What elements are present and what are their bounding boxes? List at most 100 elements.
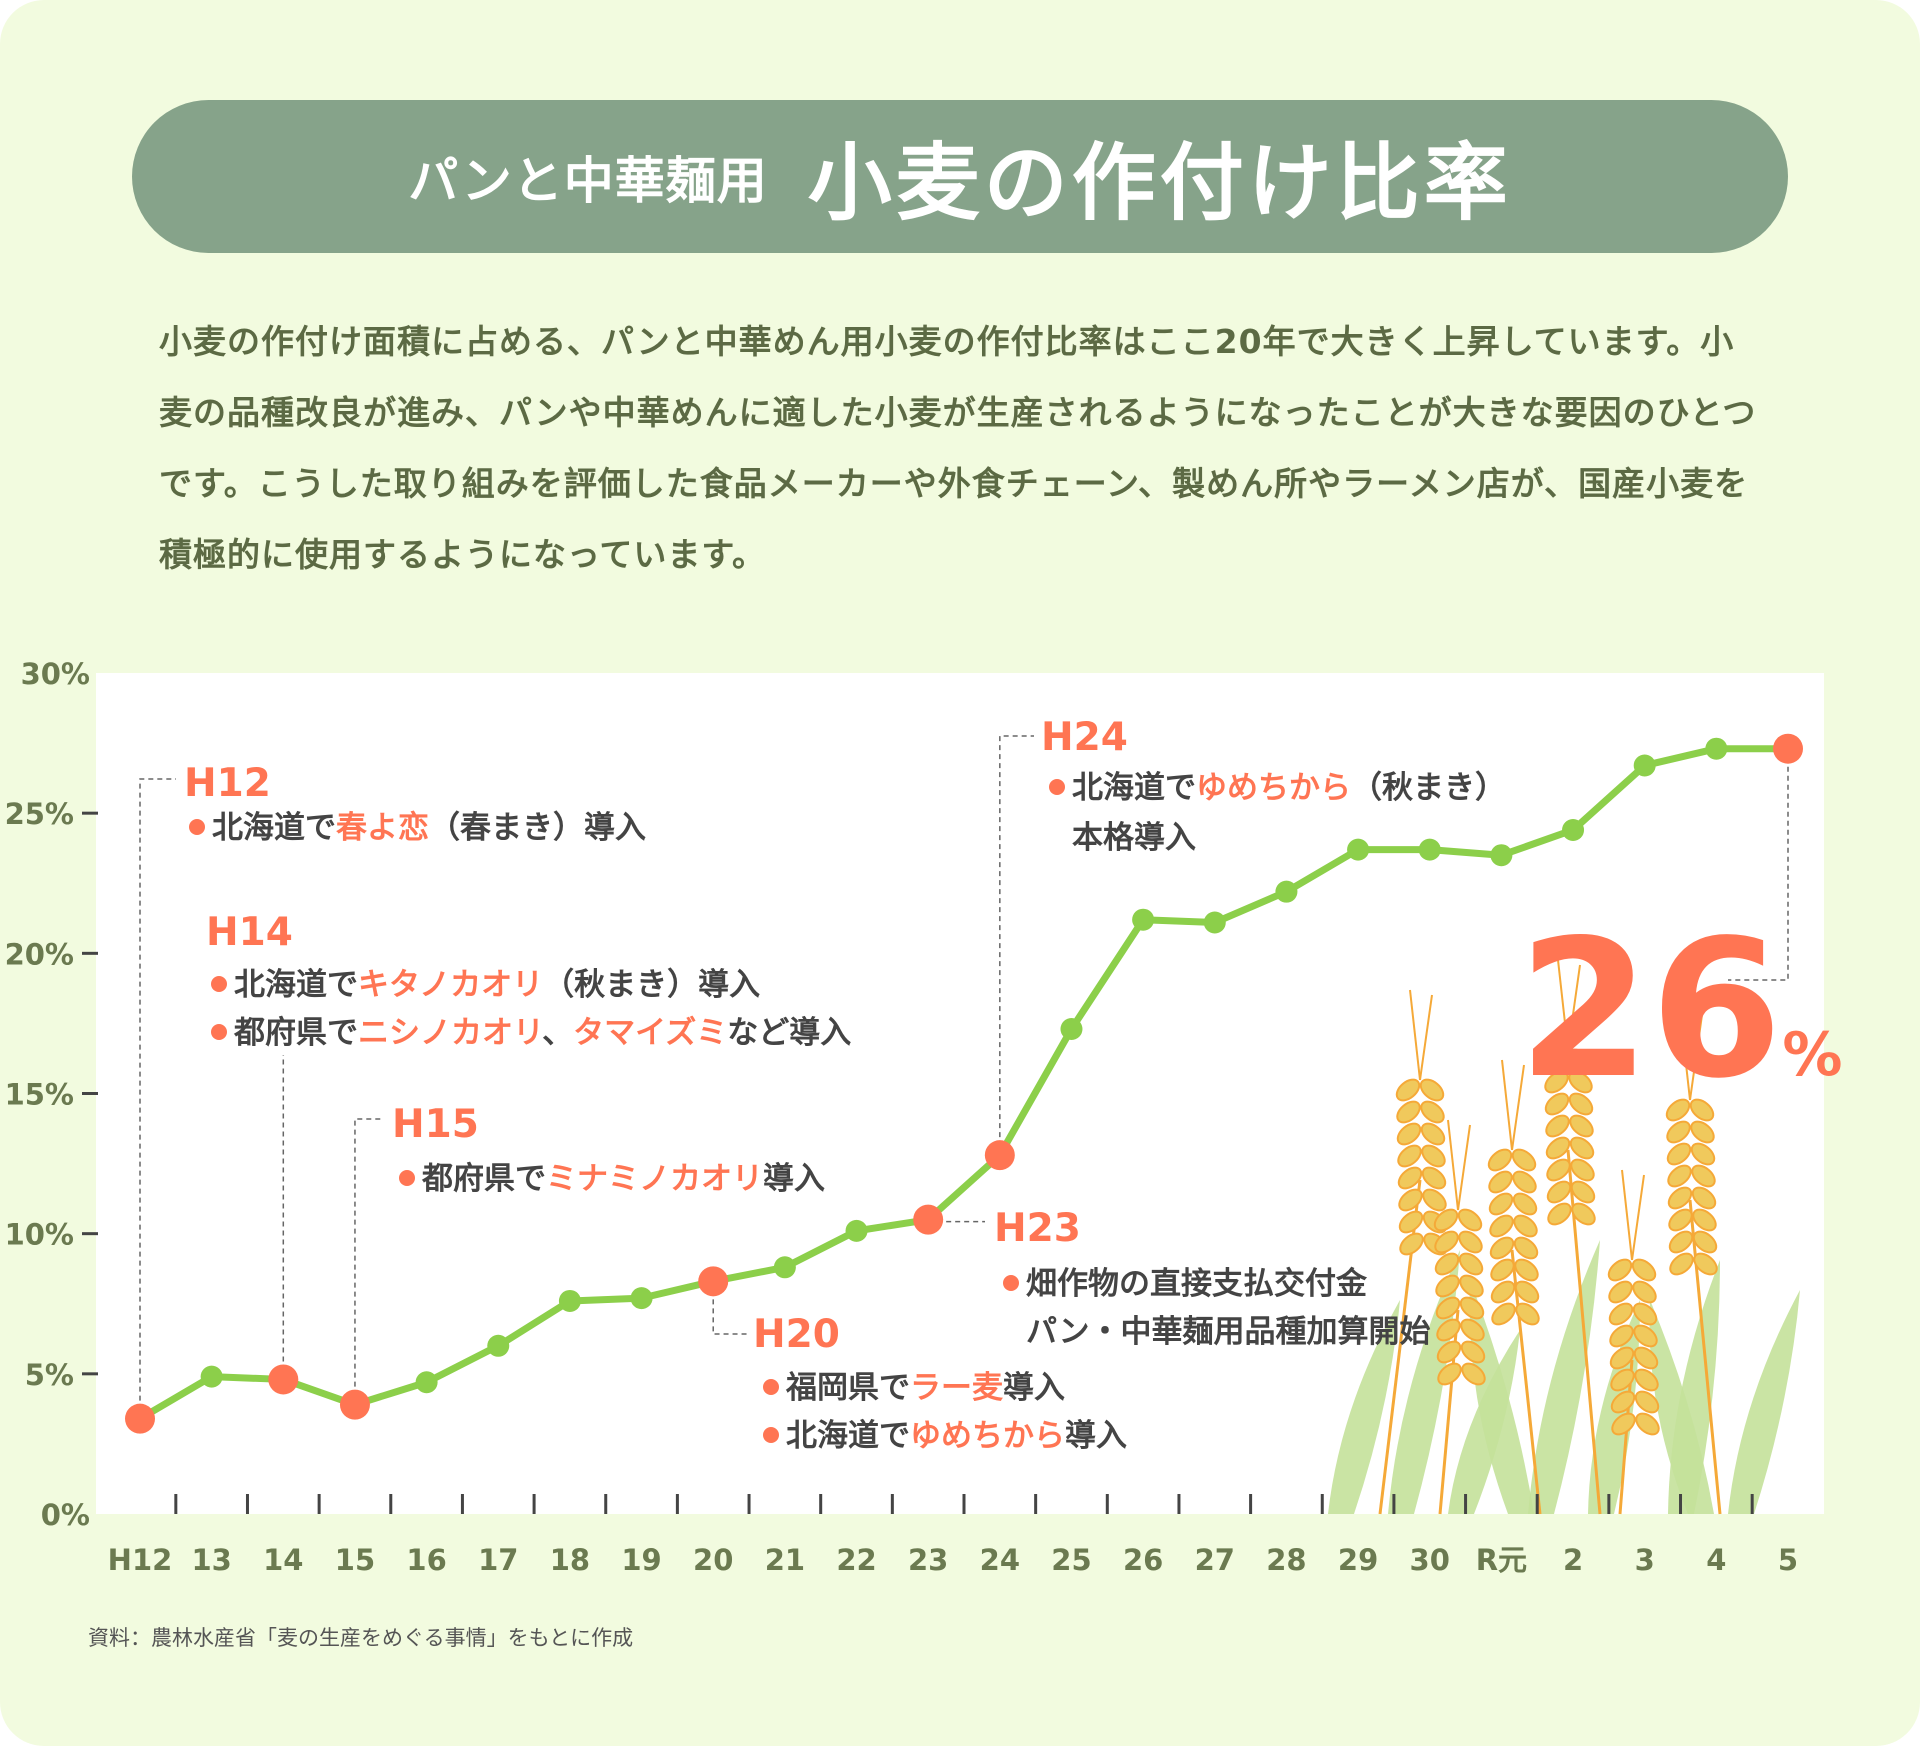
x-tick-label: 26	[1123, 1543, 1163, 1577]
wheat-grain-icon	[1515, 1302, 1540, 1326]
bullet-icon	[211, 976, 227, 992]
wheat-illustration	[1328, 959, 1800, 1515]
highlighted-data-point	[913, 1204, 944, 1235]
bullet-icon	[1003, 1275, 1019, 1291]
data-point	[773, 1256, 796, 1279]
annotation-year-label: H14	[206, 910, 293, 955]
wheat-grain-icon	[1397, 1144, 1422, 1168]
y-tick-label: 0%	[41, 1498, 90, 1532]
wheat-awn-icon	[1457, 1124, 1471, 1211]
wheat-grain-icon	[1398, 1210, 1424, 1234]
wheat-grain-icon	[1491, 1302, 1516, 1326]
wheat-grain-icon	[1634, 1390, 1660, 1414]
highlighted-data-point	[125, 1403, 155, 1434]
wheat-awn-icon	[1501, 1059, 1513, 1151]
data-point	[487, 1334, 510, 1357]
wheat-leaf-icon	[1649, 1300, 1714, 1514]
wheat-grain-icon	[1692, 1208, 1717, 1232]
annotation-text: 北海道でゆめちから（秋まき）	[1072, 770, 1506, 806]
annotation-text-segment: 、	[542, 1015, 573, 1051]
annotation-year-label: H23	[994, 1206, 1081, 1251]
callout-number: 26	[1518, 899, 1782, 1120]
annotation-leader-line	[999, 735, 1034, 1156]
x-tick-label: 22	[836, 1543, 876, 1577]
wheat-grain-icon	[1487, 1148, 1513, 1172]
x-tick-label: 20	[693, 1543, 733, 1577]
wheat-grain-icon	[1399, 1232, 1424, 1256]
x-tick-label: 27	[1195, 1543, 1235, 1577]
highlighted-data-point	[1773, 733, 1803, 764]
wheat-grain-icon	[1420, 1122, 1446, 1146]
annotation-text: 北海道でキタノカオリ（秋まき）導入	[234, 967, 760, 1003]
wheat-grain-icon	[1668, 1208, 1693, 1232]
wheat-grain-icon	[1436, 1318, 1461, 1342]
wheat-grain-icon	[1691, 1164, 1716, 1188]
wheat-grain-icon	[1568, 1070, 1593, 1094]
wheat-grain-icon	[1632, 1280, 1657, 1304]
wheat-grain-icon	[1689, 1098, 1715, 1122]
wheat-grain-icon	[1666, 1120, 1691, 1144]
x-tick-label: 21	[765, 1543, 805, 1577]
highlighted-data-point	[984, 1140, 1015, 1171]
wheat-awn-icon	[1511, 1064, 1525, 1151]
wheat-grain-icon	[1460, 1340, 1486, 1364]
bullet-icon	[189, 819, 205, 835]
series-line	[138, 745, 1788, 1422]
wheat-grain-icon	[1434, 1252, 1460, 1276]
title-subtitle: パンと中華麺用	[408, 151, 768, 210]
wheat-grain-icon	[1667, 1164, 1692, 1188]
x-tick-label: 13	[191, 1543, 231, 1577]
x-tick-label: 4	[1706, 1543, 1726, 1577]
x-tick-label: 24	[980, 1543, 1020, 1577]
data-point	[845, 1219, 868, 1242]
wheat-grain-icon	[1567, 1048, 1593, 1072]
annotation-h15: H15 都府県でミナミノカオリ導入	[354, 1102, 825, 1405]
intro-text: 小麦の作付け面積に占める、パンと中華めん用小麦の作付比率はここ20年で大きく上昇…	[159, 322, 1757, 574]
annotation-text-segment: 都府県で	[233, 1015, 358, 1051]
x-tick-label: 15	[335, 1543, 375, 1577]
x-tick-label: 17	[478, 1543, 518, 1577]
wheat-grain-icon	[1568, 1092, 1594, 1116]
wheat-awn-icon	[1689, 1014, 1703, 1101]
x-tick-label: 25	[1051, 1543, 1091, 1577]
annotation-text-segment: 北海道で	[212, 810, 336, 846]
plot-area	[96, 673, 1824, 1514]
data-point	[200, 1365, 223, 1388]
wheat-grain-icon	[1421, 1144, 1446, 1168]
x-tick-label: R元	[1476, 1543, 1527, 1577]
data-point	[1060, 1018, 1083, 1041]
wheat-grain-icon	[1570, 1158, 1595, 1182]
annotation-text-segment: 都府県で	[421, 1161, 546, 1197]
wheat-awn-icon	[1621, 1169, 1633, 1261]
wheat-stem-icon	[1510, 1249, 1542, 1515]
x-tick-label: 23	[908, 1543, 948, 1577]
variety-name: ゆめちから	[910, 1418, 1065, 1454]
annotation-text: 都府県でミナミノカオリ導入	[421, 1161, 825, 1197]
source-footnote: 資料：農林水産省「麦の生産をめぐる事情」をもとに作成	[88, 1626, 634, 1650]
annotation-text: 都府県でニシノカオリ、タマイズミなど導入	[233, 1015, 851, 1051]
y-tick-label: 10%	[5, 1218, 74, 1252]
annotation-text-segment: 北海道で	[786, 1418, 910, 1454]
wheat-grain-icon	[1490, 1258, 1515, 1282]
wheat-grain-icon	[1610, 1390, 1636, 1414]
wheat-grain-icon	[1690, 1142, 1716, 1166]
annotation-year-label: H20	[753, 1312, 840, 1357]
annotation-text-segment: 導入	[1065, 1418, 1127, 1454]
data-point	[1203, 911, 1226, 934]
wheat-grain-icon	[1633, 1324, 1658, 1348]
wheat-grain-icon	[1570, 1180, 1596, 1204]
wheat-grain-icon	[1635, 1412, 1660, 1436]
wheat-awn-icon	[1679, 1009, 1691, 1101]
wheat-stem-icon	[1566, 1149, 1602, 1515]
wheat-grain-icon	[1490, 1280, 1516, 1304]
bullet-icon	[763, 1379, 779, 1395]
wheat-grain-icon	[1461, 1362, 1486, 1386]
wheat-grain-icon	[1610, 1368, 1635, 1392]
bullet-icon	[763, 1427, 779, 1443]
annotation-text-segment: 北海道で	[234, 967, 358, 1003]
annotation-year-label: H15	[392, 1102, 479, 1147]
wheat-leaf-icon	[1328, 1300, 1400, 1514]
y-tick-label: 20%	[5, 937, 74, 971]
wheat-grain-icon	[1546, 1158, 1571, 1182]
